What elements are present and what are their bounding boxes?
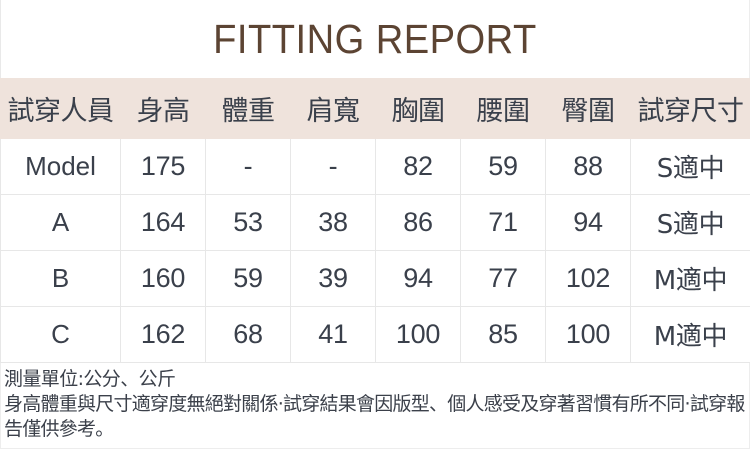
footnotes: 測量單位:公分、公斤 身高體重與尺寸適穿度無絕對關係‧試穿結果會因版型、個人感受… <box>0 363 750 449</box>
note-disclaimer: 身高體重與尺寸適穿度無絕對關係‧試穿結果會因版型、個人感受及穿著習慣有所不同‧試… <box>4 393 745 440</box>
table-row: B 160 59 39 94 77 102 M適中 <box>0 250 750 307</box>
column-header-hip: 臀圍 <box>545 78 631 139</box>
cell-waist: 59 <box>460 138 546 195</box>
cell-weight: 53 <box>205 194 291 251</box>
column-header-weight: 體重 <box>205 78 291 139</box>
table-header-row: 試穿人員 身高 體重 肩寬 胸圍 腰圍 臀圍 試穿尺寸 <box>0 78 750 139</box>
fitting-report-table: 試穿人員 身高 體重 肩寬 胸圍 腰圍 臀圍 試穿尺寸 Model 175 - … <box>0 78 750 363</box>
cell-size: M適中 <box>630 306 750 363</box>
column-header-height: 身高 <box>120 78 206 139</box>
cell-shoulder: 39 <box>290 250 376 307</box>
cell-weight: 59 <box>205 250 291 307</box>
column-header-shoulder: 肩寬 <box>290 78 376 139</box>
cell-weight: - <box>205 138 291 195</box>
table-row: Model 175 - - 82 59 88 S適中 <box>0 138 750 195</box>
cell-height: 175 <box>120 138 206 195</box>
page-title: FITTING REPORT <box>213 15 537 62</box>
column-header-waist: 腰圍 <box>460 78 546 139</box>
cell-waist: 85 <box>460 306 546 363</box>
cell-height: 162 <box>120 306 206 363</box>
column-header-bust: 胸圍 <box>375 78 461 139</box>
cell-size: S適中 <box>630 194 750 251</box>
cell-waist: 77 <box>460 250 546 307</box>
cell-bust: 100 <box>375 306 461 363</box>
cell-size: S適中 <box>630 138 750 195</box>
column-header-tester: 試穿人員 <box>0 78 121 139</box>
table-row: A 164 53 38 86 71 94 S適中 <box>0 194 750 251</box>
page-title-container: FITTING REPORT <box>0 0 750 78</box>
column-header-size: 試穿尺寸 <box>630 78 750 139</box>
cell-hip: 100 <box>545 306 631 363</box>
cell-shoulder: 38 <box>290 194 376 251</box>
note-measurement-units: 測量單位:公分、公斤 <box>4 368 176 390</box>
table-row: C 162 68 41 100 85 100 M適中 <box>0 306 750 363</box>
table-body: Model 175 - - 82 59 88 S適中 A 164 53 38 8… <box>0 138 750 363</box>
cell-shoulder: - <box>290 138 376 195</box>
cell-bust: 82 <box>375 138 461 195</box>
cell-shoulder: 41 <box>290 306 376 363</box>
cell-size: M適中 <box>630 250 750 307</box>
cell-hip: 94 <box>545 194 631 251</box>
cell-tester: B <box>0 250 121 307</box>
cell-tester: A <box>0 194 121 251</box>
cell-hip: 88 <box>545 138 631 195</box>
cell-bust: 94 <box>375 250 461 307</box>
cell-height: 164 <box>120 194 206 251</box>
cell-tester: C <box>0 306 121 363</box>
cell-bust: 86 <box>375 194 461 251</box>
cell-waist: 71 <box>460 194 546 251</box>
cell-tester: Model <box>0 138 121 195</box>
cell-height: 160 <box>120 250 206 307</box>
table-header: 試穿人員 身高 體重 肩寬 胸圍 腰圍 臀圍 試穿尺寸 <box>0 78 750 139</box>
cell-weight: 68 <box>205 306 291 363</box>
cell-hip: 102 <box>545 250 631 307</box>
